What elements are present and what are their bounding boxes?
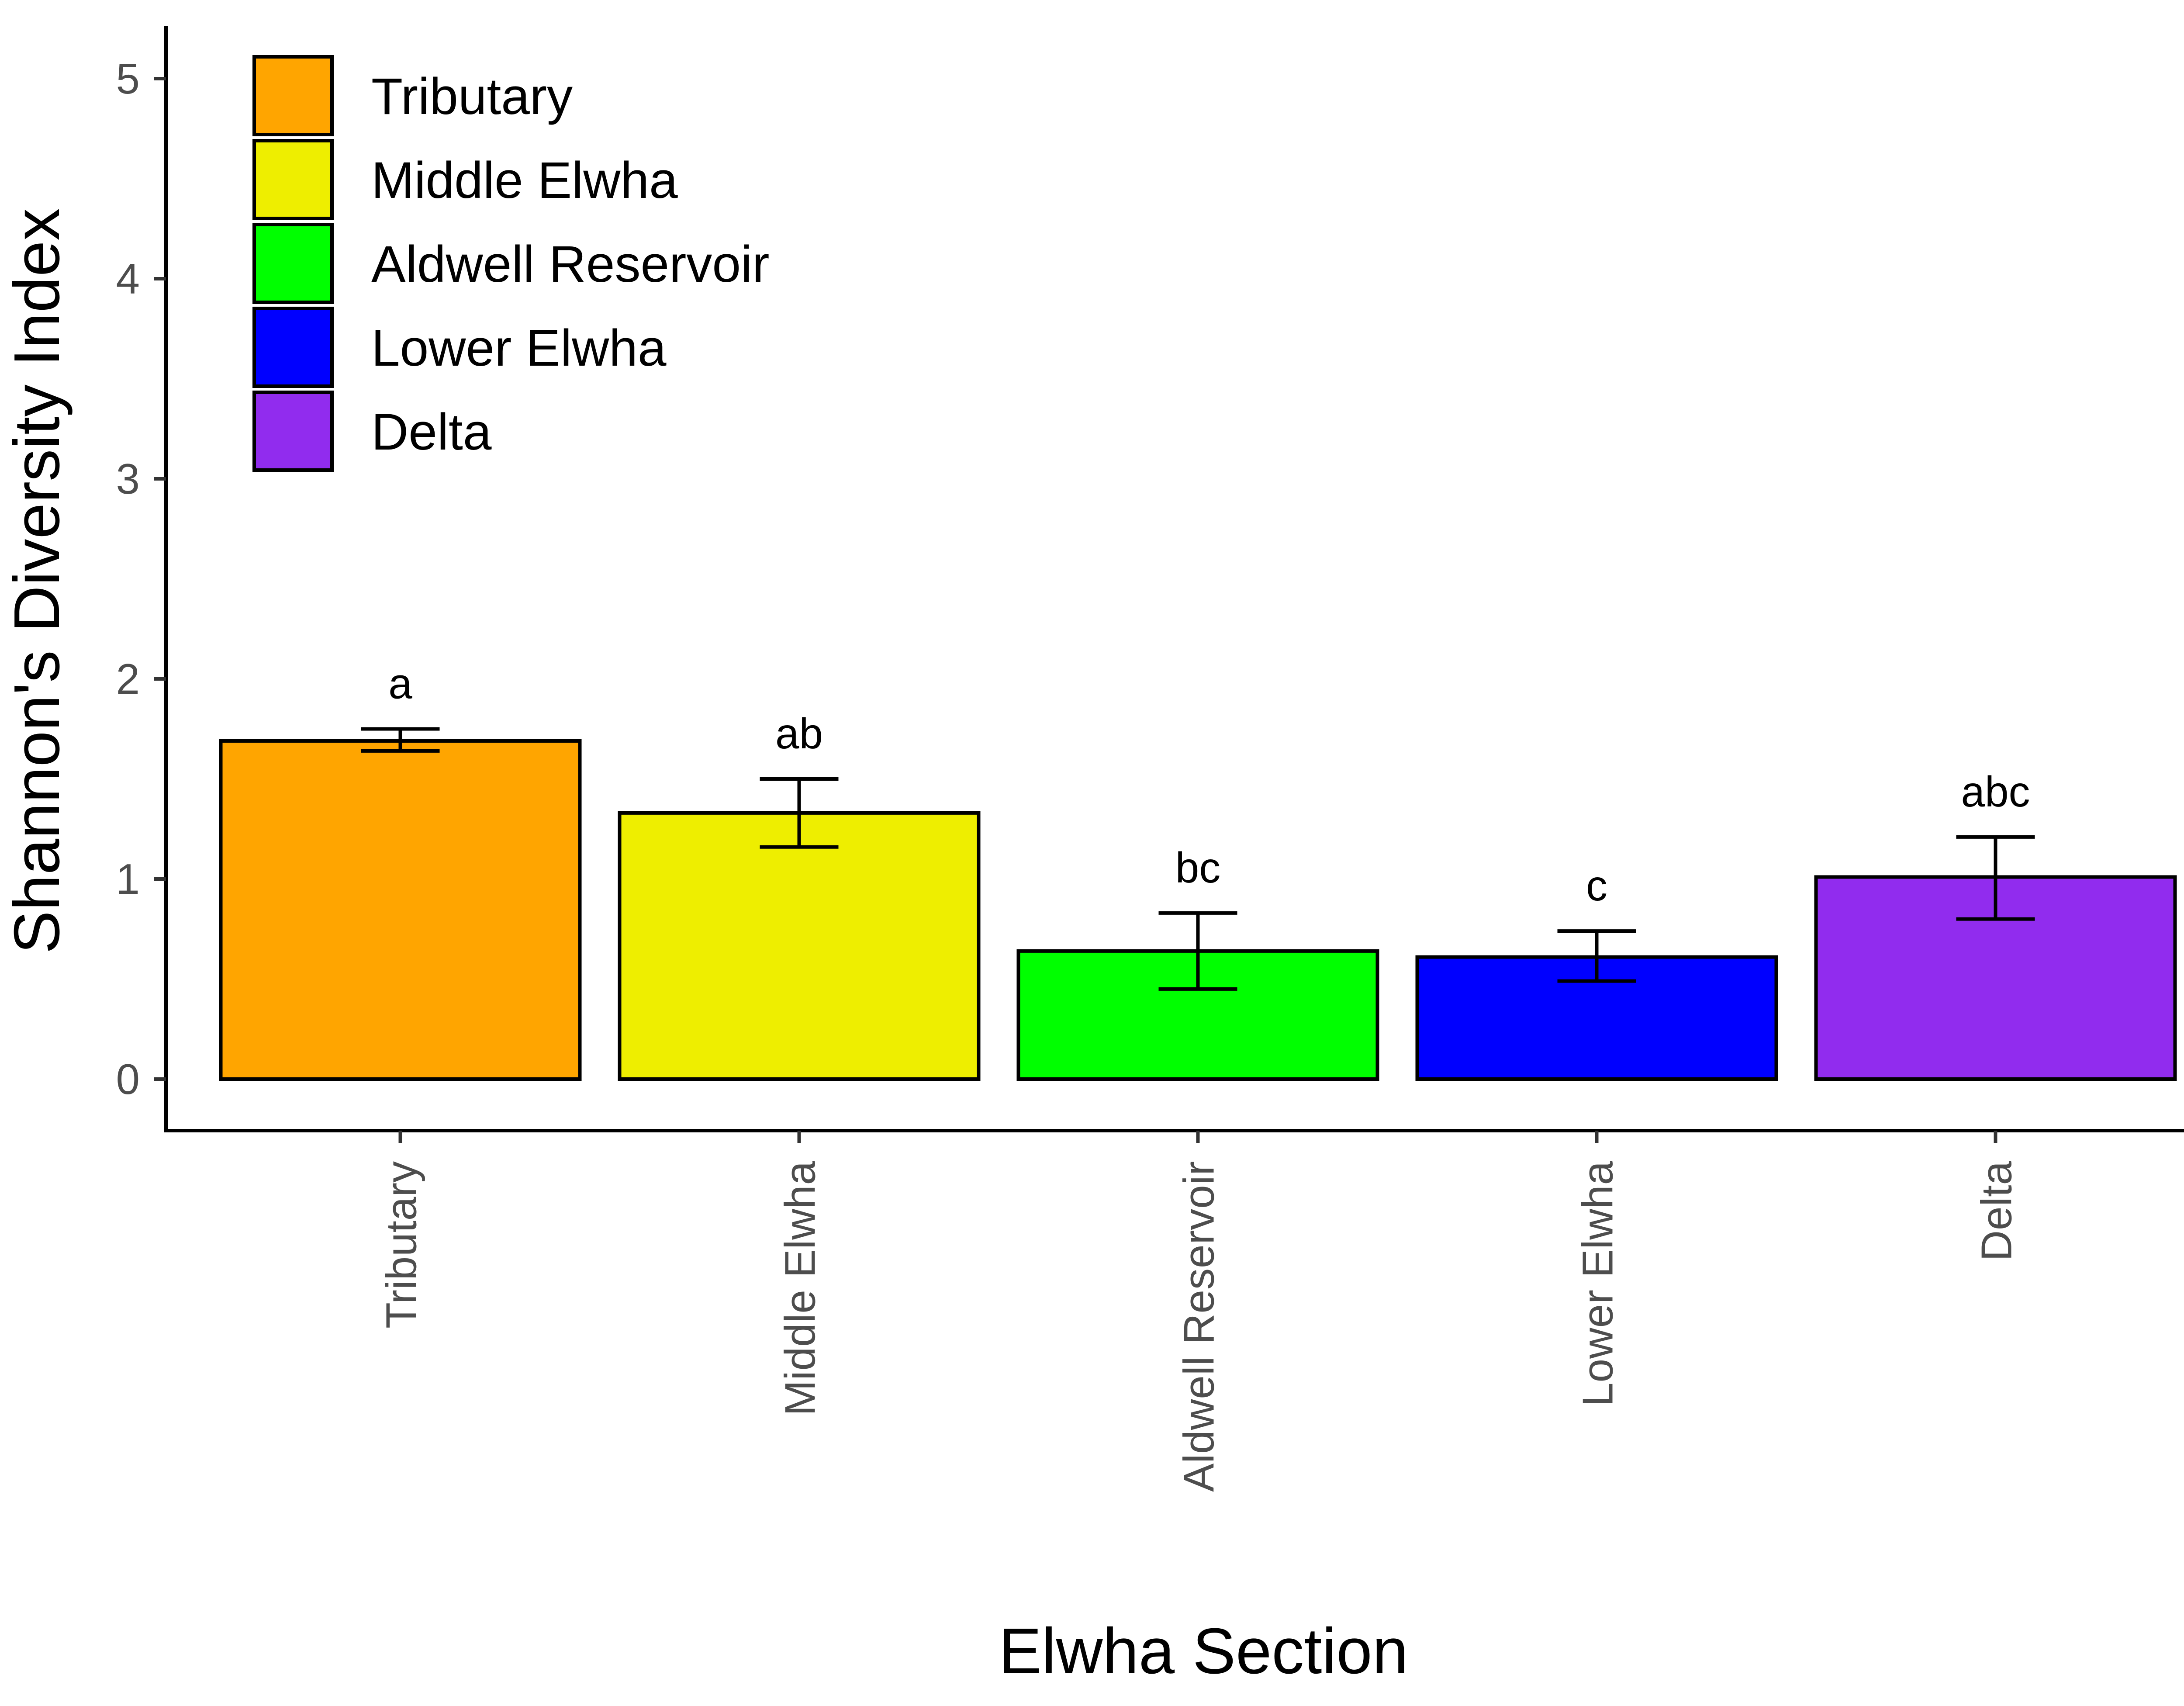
bars-group — [219, 739, 2177, 1081]
error-bar — [1956, 835, 2035, 921]
x-tick-label: Tributary — [377, 1161, 425, 1329]
significance-label: bc — [1175, 844, 1221, 892]
error-bar — [1557, 929, 1636, 983]
error-bars-group — [361, 727, 2035, 991]
significance-label: ab — [775, 709, 823, 758]
legend-label: Aldwell Reservoir — [371, 235, 770, 293]
legend-label: Lower Elwha — [371, 319, 667, 377]
y-tick-label: 4 — [116, 255, 140, 303]
legend-item: Lower Elwha — [252, 307, 667, 388]
significance-labels-group: a ab bc c abc — [388, 660, 2030, 910]
plot-area: a ab bc c abc — [219, 660, 2177, 1081]
legend-label: Delta — [371, 403, 492, 461]
error-bar — [1158, 911, 1237, 991]
y-tick-label: 1 — [116, 855, 140, 903]
legend-swatch — [252, 55, 334, 136]
legend-label: Middle Elwha — [371, 152, 678, 209]
significance-label: c — [1586, 862, 1607, 910]
y-axis-title: Shannon's Diversity Index — [1, 208, 73, 954]
axes-group — [164, 26, 2184, 1132]
significance-label: a — [388, 660, 412, 708]
x-tick-label: Middle Elwha — [776, 1161, 824, 1416]
legend-swatch — [252, 391, 334, 472]
y-tick-label: 2 — [116, 655, 140, 703]
significance-label: abc — [1961, 768, 2030, 816]
legend-swatch — [252, 139, 334, 220]
y-tick-label: 3 — [116, 455, 140, 503]
x-axis-title: Elwha Section — [999, 1615, 1408, 1687]
legend-swatch — [252, 223, 334, 304]
error-bar — [361, 727, 440, 753]
x-tick-label: Lower Elwha — [1574, 1161, 1622, 1407]
y-tick-label: 0 — [116, 1055, 140, 1103]
legend-item: Aldwell Reservoir — [252, 223, 770, 304]
legend-swatch — [252, 307, 334, 388]
error-bar — [760, 777, 839, 849]
x-tick-label: Aldwell Reservoir — [1175, 1161, 1223, 1492]
bar — [618, 811, 981, 1081]
legend-item: Tributary — [252, 55, 573, 136]
legend: Tributary Middle Elwha Aldwell Reservoir Lo… — [252, 55, 770, 472]
y-ticks-group: 0 1 2 3 4 5 — [116, 55, 166, 1103]
x-ticks-group: Tributary Middle Elwha Aldwell Reservoir Lo… — [377, 1131, 2021, 1492]
x-tick-label: Delta — [1973, 1161, 2021, 1261]
legend-item: Delta — [252, 391, 492, 472]
legend-label: Tributary — [371, 68, 573, 125]
y-tick-label: 5 — [116, 55, 140, 103]
bar — [219, 739, 582, 1081]
legend-item: Middle Elwha — [252, 139, 678, 220]
